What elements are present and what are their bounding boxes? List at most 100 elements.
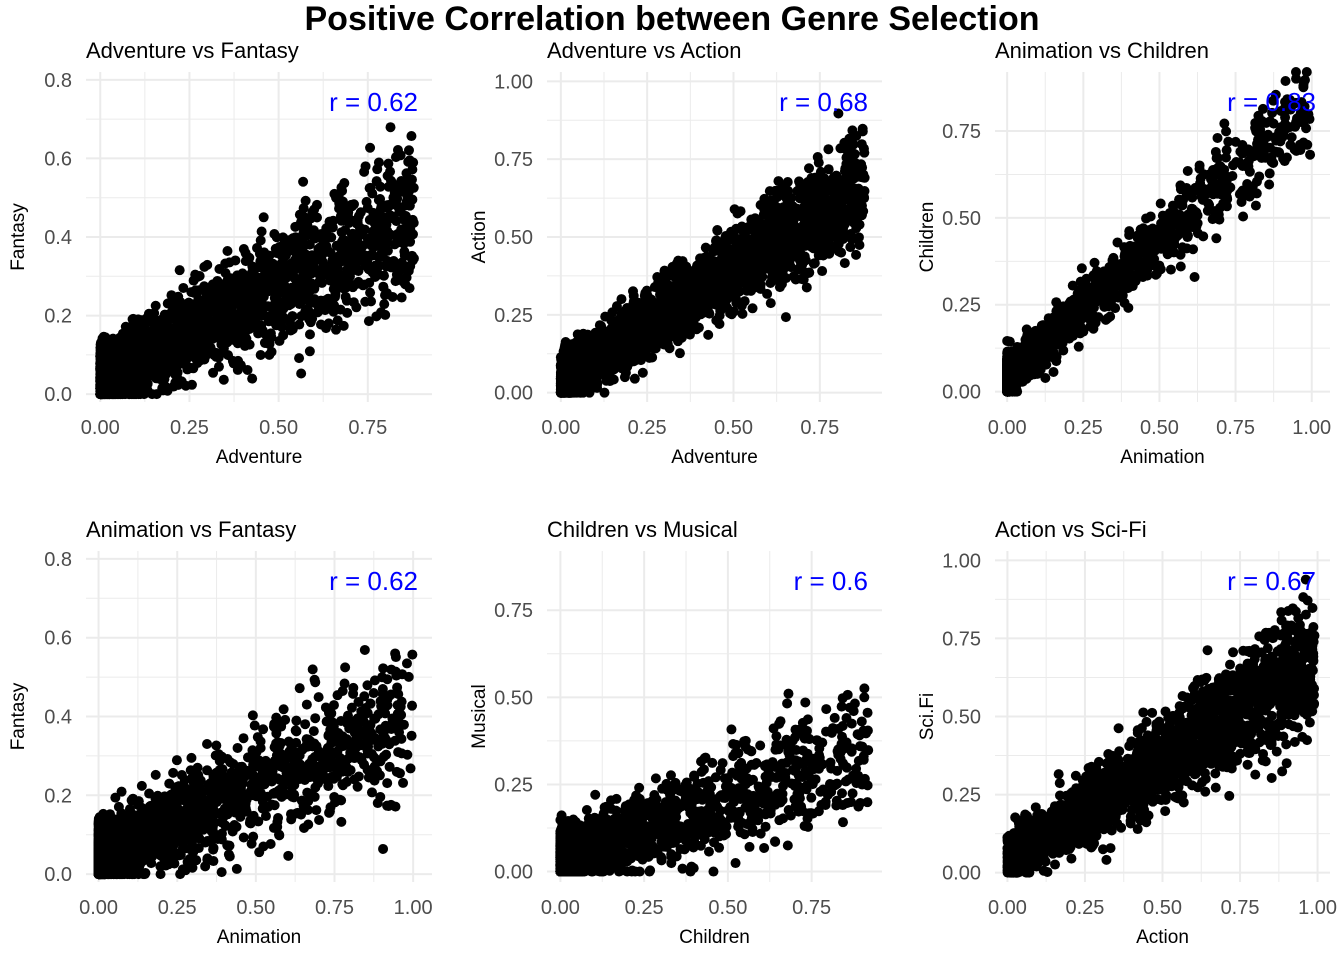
data-point	[556, 383, 567, 394]
data-point	[387, 291, 398, 302]
data-point	[693, 322, 704, 333]
data-point	[157, 369, 168, 380]
data-point	[392, 144, 403, 155]
data-point	[774, 282, 785, 293]
chart-title: Positive Correlation between Genre Selec…	[304, 0, 1040, 38]
data-point	[403, 156, 414, 167]
data-point	[577, 382, 588, 393]
data-point	[836, 247, 847, 258]
data-point	[239, 300, 250, 311]
data-point	[735, 206, 746, 217]
data-point	[289, 272, 300, 283]
data-point	[739, 239, 750, 250]
data-point	[562, 371, 573, 382]
data-point	[343, 257, 354, 268]
data-point	[218, 279, 229, 290]
data-point	[629, 373, 640, 384]
data-point	[245, 277, 256, 288]
data-point	[321, 323, 332, 334]
data-point	[220, 258, 231, 269]
data-point	[296, 311, 307, 322]
data-point	[817, 266, 828, 277]
data-point	[856, 200, 867, 211]
data-point	[294, 319, 305, 330]
data-point	[365, 287, 376, 298]
data-point	[729, 276, 740, 287]
data-point	[298, 176, 309, 187]
data-point	[247, 261, 258, 272]
data-point	[269, 285, 280, 296]
y-tick-label: 0.75	[494, 149, 533, 171]
data-point	[859, 186, 870, 197]
data-point	[605, 348, 616, 359]
data-point	[95, 381, 106, 392]
data-point	[798, 254, 809, 265]
data-point	[202, 304, 213, 315]
data-point	[239, 331, 250, 342]
x-tick-label: 0.75	[800, 417, 839, 439]
data-point	[810, 195, 821, 206]
data-point	[592, 328, 603, 339]
data-point	[776, 235, 787, 246]
data-point	[628, 286, 639, 297]
data-point	[720, 231, 731, 242]
data-point	[179, 342, 190, 353]
data-point	[364, 277, 375, 288]
data-point	[218, 374, 229, 385]
y-tick-label: 0.8	[44, 70, 72, 92]
data-point	[234, 320, 245, 331]
data-point	[153, 356, 164, 367]
data-point	[199, 261, 210, 272]
data-point	[385, 122, 396, 133]
data-point	[783, 251, 794, 262]
data-point	[715, 278, 726, 289]
data-point	[808, 239, 819, 250]
data-point	[139, 340, 150, 351]
data-point	[768, 243, 779, 254]
data-point	[379, 299, 390, 310]
data-point	[765, 298, 776, 309]
data-point	[264, 349, 275, 360]
data-point	[749, 282, 760, 293]
x-tick-label: 0.00	[81, 417, 120, 439]
data-point	[168, 381, 179, 392]
data-point	[722, 303, 733, 314]
data-point	[348, 297, 359, 308]
data-point	[641, 285, 652, 296]
data-point	[205, 329, 216, 340]
data-point	[332, 254, 343, 265]
data-point	[382, 232, 393, 243]
y-tick-label: 0.00	[494, 383, 533, 405]
data-point	[744, 270, 755, 281]
data-point	[247, 373, 258, 384]
data-point	[309, 233, 320, 244]
x-tick-label: 0.25	[170, 417, 209, 439]
data-point	[779, 185, 790, 196]
data-point	[624, 357, 635, 368]
data-point	[663, 312, 674, 323]
data-point	[703, 329, 714, 340]
data-point	[620, 305, 631, 316]
data-point	[224, 326, 235, 337]
data-point	[788, 271, 799, 282]
data-point	[716, 261, 727, 272]
correlation-annotation: r = 0.68	[779, 87, 868, 117]
data-point	[654, 309, 665, 320]
data-point	[684, 329, 695, 340]
data-point	[825, 243, 836, 254]
data-point	[269, 228, 280, 239]
data-point	[786, 262, 797, 273]
data-point	[809, 258, 820, 269]
data-point	[336, 227, 347, 238]
data-point	[116, 355, 127, 366]
data-point	[312, 300, 323, 311]
data-point	[302, 254, 313, 265]
data-point	[278, 330, 289, 341]
data-points	[95, 122, 419, 400]
data-point	[780, 207, 791, 218]
data-point	[359, 166, 370, 177]
data-point	[264, 337, 275, 348]
data-point	[599, 387, 610, 398]
data-point	[238, 244, 249, 255]
data-point	[678, 310, 689, 321]
